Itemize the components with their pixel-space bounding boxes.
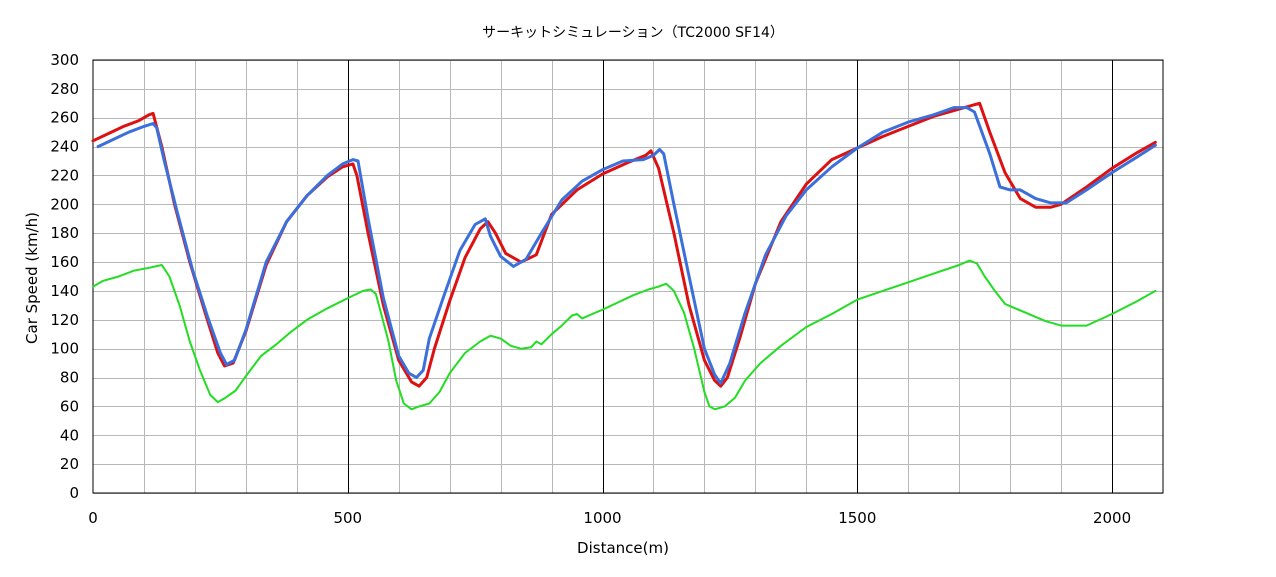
x-tick-label: 500 (333, 509, 362, 527)
chart-title: サーキットシミュレーション（TC2000 SF14） (482, 25, 784, 41)
series-layer (91, 101, 1157, 411)
green-series-line (92, 259, 1157, 411)
x-tick-label: 1000 (583, 509, 621, 527)
y-tick-label: 260 (50, 109, 79, 127)
x-tick-label: 0 (88, 509, 98, 527)
x-tick-labels: 0 500 1000 1500 2000 (88, 509, 1131, 527)
y-tick-label: 60 (60, 397, 79, 415)
y-tick-label: 100 (50, 340, 79, 358)
y-tick-label: 40 (60, 426, 79, 444)
y-tick-label: 140 (50, 282, 79, 300)
red-series-line (91, 101, 1157, 388)
x-tick-label: 1500 (838, 509, 876, 527)
y-tick-labels: 0 20 40 60 80 100 120 140 160 180 200 220 240 260 280 3… (50, 51, 79, 502)
x-axis-label: Distance(m) (577, 539, 669, 557)
x-tick-label: 2000 (1093, 509, 1131, 527)
y-tick-label: 200 (50, 195, 79, 213)
y-tick-label: 280 (50, 80, 79, 98)
blue-series-line (96, 106, 1157, 385)
grid (93, 60, 1163, 494)
y-tick-label: 0 (69, 484, 79, 502)
y-tick-label: 120 (50, 311, 79, 329)
plot-frame (92, 59, 1164, 494)
y-tick-label: 220 (50, 166, 79, 184)
y-tick-label: 160 (50, 253, 79, 271)
y-tick-label: 300 (50, 51, 79, 69)
y-axis-label: Car Speed (km/h) (23, 212, 41, 344)
y-tick-label: 240 (50, 138, 79, 156)
y-tick-label: 20 (60, 455, 79, 473)
y-tick-label: 180 (50, 224, 79, 242)
y-tick-label: 80 (60, 369, 79, 387)
